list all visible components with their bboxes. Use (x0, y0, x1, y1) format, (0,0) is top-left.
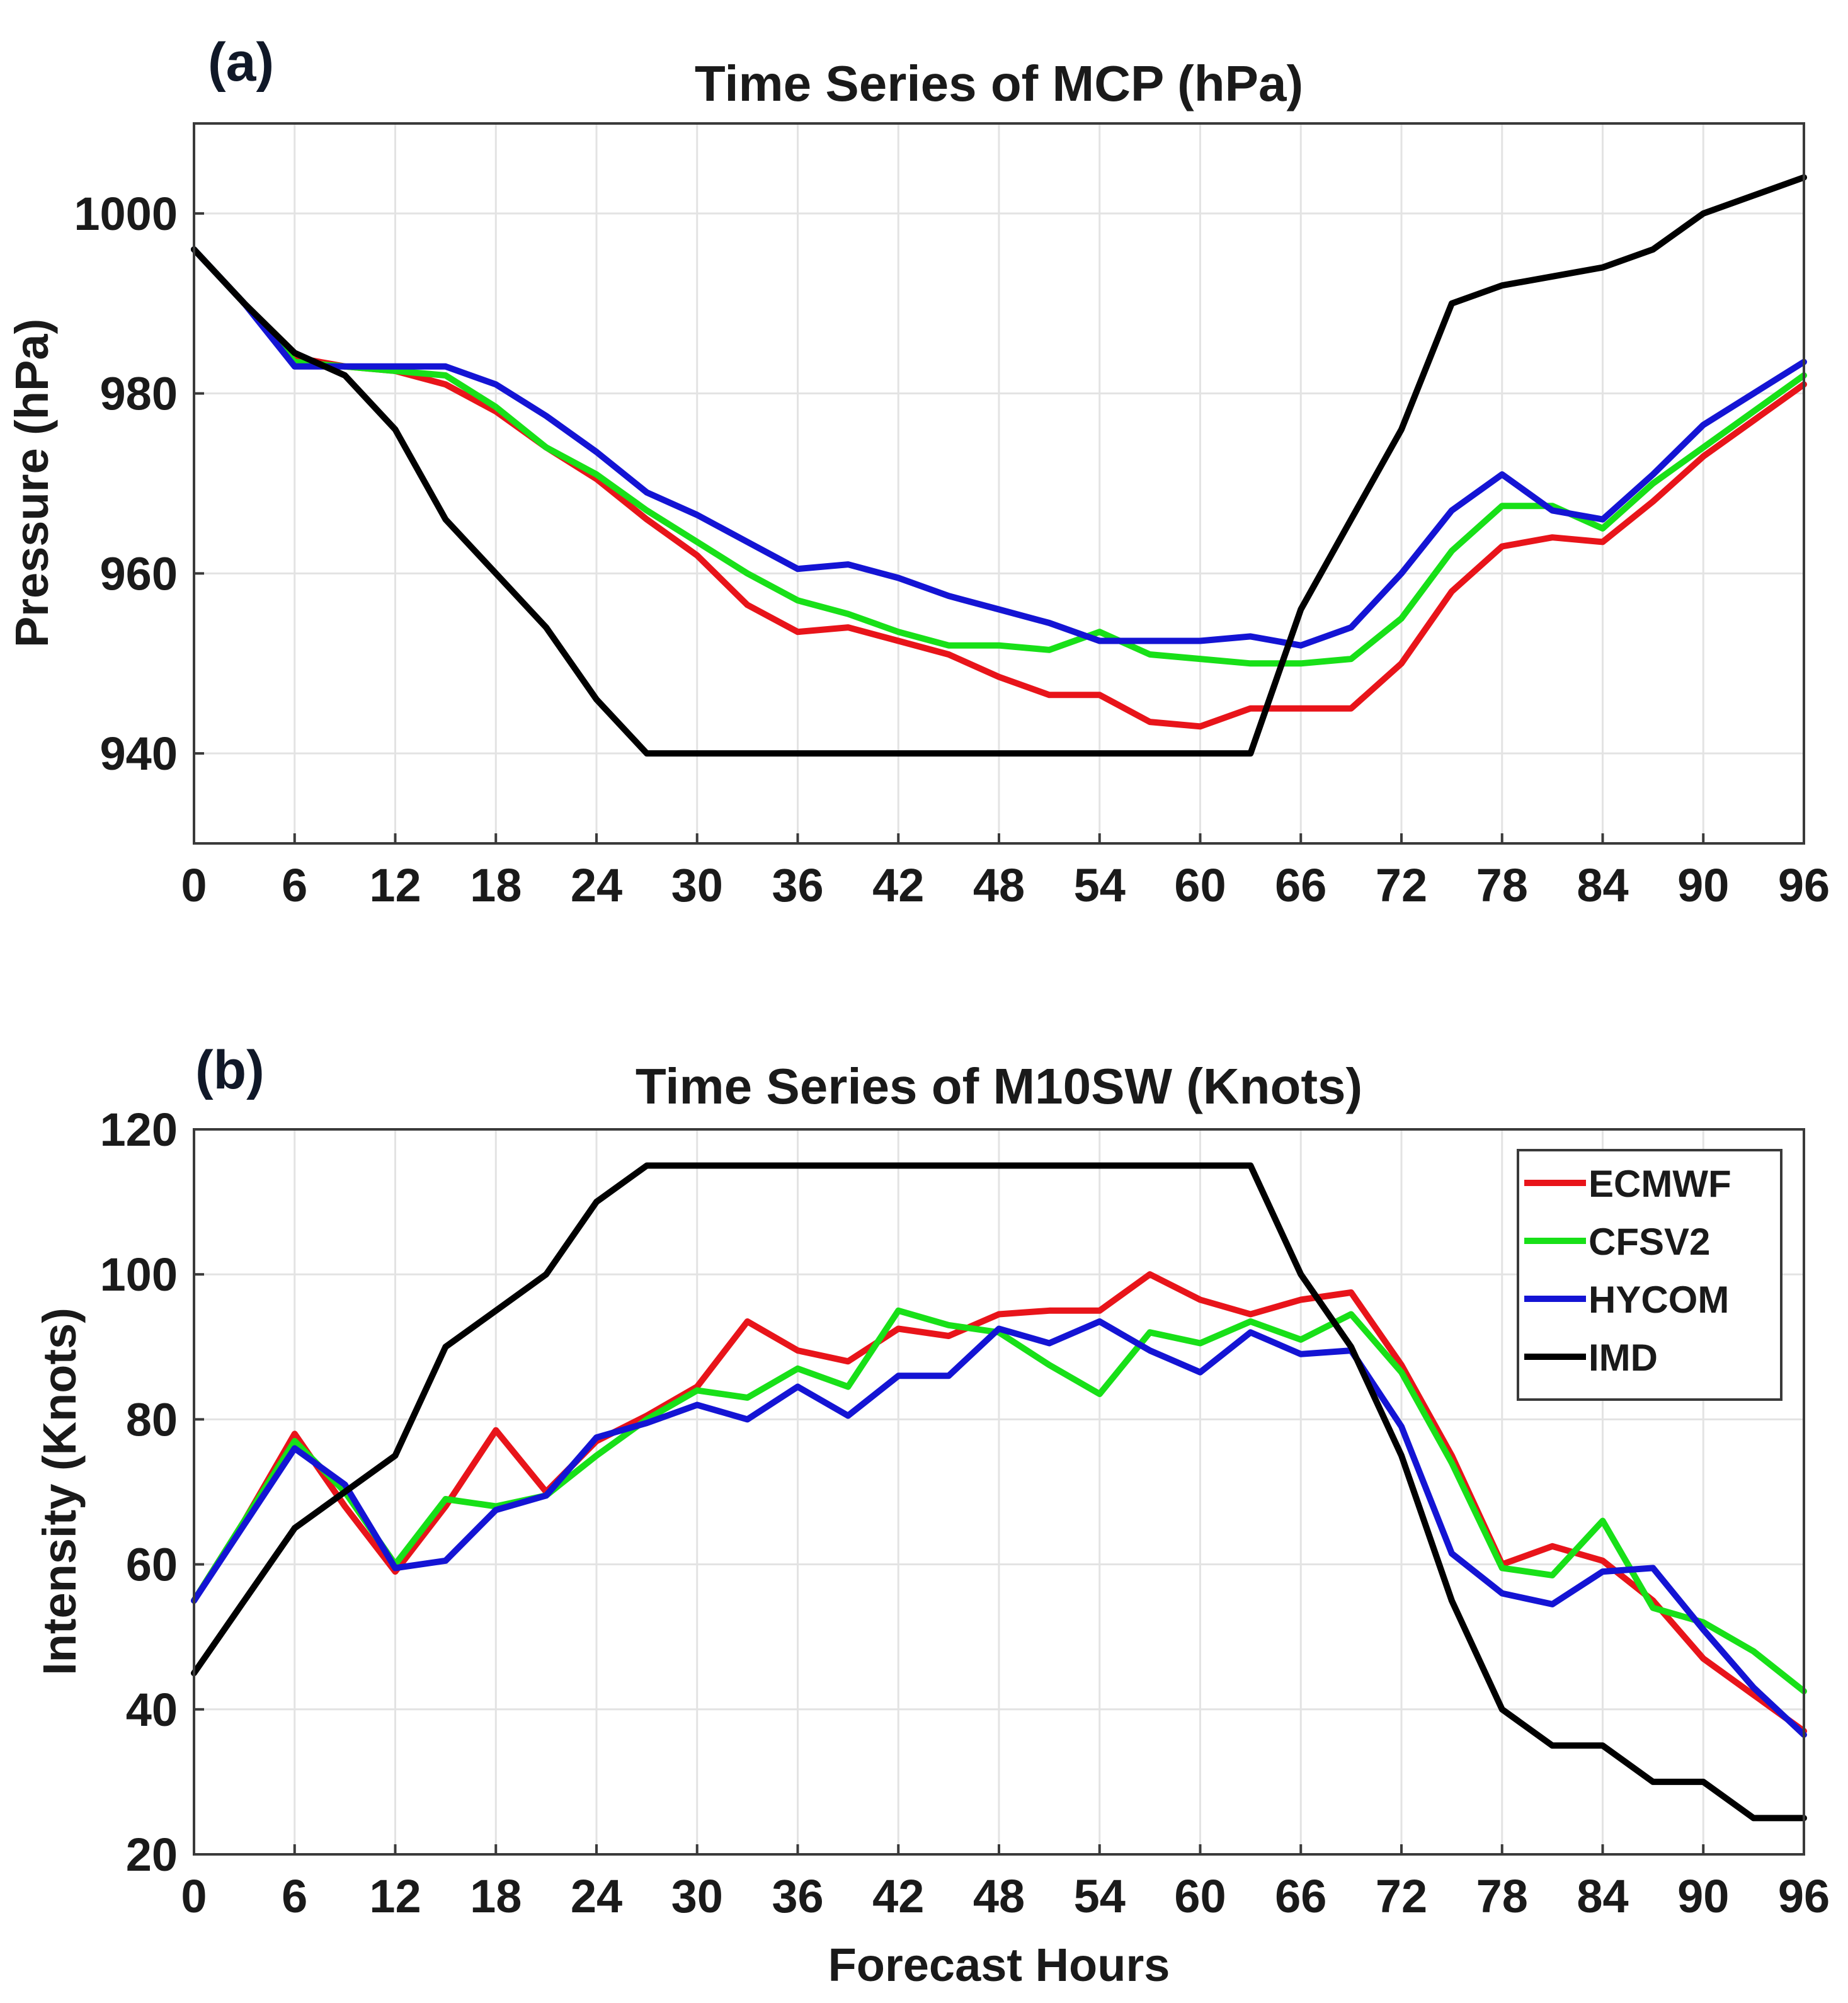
x-tick-label: 60 (1174, 1870, 1226, 1922)
panel-b-m10sw: (b) Time Series of M10SW (Knots) 0 6 12 18 2… (33, 1040, 1830, 1991)
x-tick-label: 90 (1677, 1870, 1729, 1922)
x-tick-label: 6 (282, 1870, 307, 1922)
x-tick-label: 36 (772, 859, 823, 911)
x-tick-label: 72 (1376, 859, 1427, 911)
x-tick-label: 24 (571, 1870, 622, 1922)
legend-label-ecmwf: ECMWF (1588, 1163, 1731, 1205)
x-tick-label: 78 (1476, 1870, 1528, 1922)
x-tick-label: 96 (1778, 1870, 1830, 1922)
series-line-hycom (191, 1318, 1807, 1738)
series-line-ecmwf (191, 1271, 1807, 1735)
x-tick-label: 48 (973, 1870, 1025, 1922)
y-tick-label: 980 (100, 368, 178, 420)
x-tick-label: 42 (872, 1870, 924, 1922)
panel-a-y-ticks: 940 960 980 1000 (74, 188, 204, 780)
y-tick-label: 960 (100, 547, 178, 600)
y-tick-label: 20 (126, 1829, 178, 1881)
panel-a-mcp: (a) Time Series of MCP (hPa) 0 6 12 18 24 30 3… (6, 32, 1830, 911)
x-tick-label: 54 (1074, 1870, 1126, 1922)
x-tick-label: 48 (973, 859, 1025, 911)
panel-b-y-axis-label: Intensity (Knots) (33, 1308, 86, 1675)
x-tick-label: 84 (1577, 859, 1628, 911)
y-tick-label: 80 (126, 1393, 178, 1446)
panel-a-y-axis-label: Pressure (hPa) (6, 319, 58, 648)
x-tick-label: 6 (282, 859, 307, 911)
x-tick-label: 42 (872, 859, 924, 911)
x-tick-label: 60 (1174, 859, 1226, 911)
series-line-hycom (191, 246, 1807, 649)
legend: ECMWF CFSV2 HYCOM IMD (1517, 1149, 1782, 1401)
panel-b-x-axis-label: Forecast Hours (828, 1939, 1170, 1991)
panel-a-title: Time Series of MCP (hPa) (695, 55, 1303, 111)
panel-b-series (191, 1162, 1807, 1822)
y-tick-label: 120 (100, 1104, 178, 1156)
x-tick-label: 66 (1275, 859, 1326, 911)
series-line-ecmwf (191, 246, 1807, 730)
x-tick-label: 30 (671, 1870, 723, 1922)
x-tick-label: 0 (181, 1870, 207, 1922)
y-tick-label: 60 (126, 1539, 178, 1591)
series-line-imd (191, 1162, 1807, 1822)
x-tick-label: 12 (369, 859, 421, 911)
legend-label-hycom: HYCOM (1588, 1279, 1729, 1321)
x-tick-label: 12 (369, 1870, 421, 1922)
panel-a-label: (a) (208, 32, 274, 93)
x-tick-label: 90 (1677, 859, 1729, 911)
x-tick-label: 66 (1275, 1870, 1326, 1922)
x-tick-label: 0 (181, 859, 207, 911)
series-line-imd (191, 174, 1807, 757)
panel-a-series (191, 174, 1807, 757)
x-tick-label: 36 (772, 1870, 823, 1922)
panel-a-x-ticks: 0 6 12 18 24 30 36 42 48 54 60 66 72 78 84 90 96 (181, 833, 1830, 911)
x-tick-label: 18 (470, 859, 522, 911)
series-line-cfsv2 (191, 246, 1807, 667)
y-tick-label: 940 (100, 728, 178, 780)
x-tick-label: 18 (470, 1870, 522, 1922)
legend-entries: ECMWF CFSV2 HYCOM IMD (1524, 1163, 1731, 1379)
y-tick-label: 100 (100, 1248, 178, 1301)
panel-b-label: (b) (195, 1040, 265, 1100)
x-tick-label: 84 (1577, 1870, 1628, 1922)
x-tick-label: 30 (671, 859, 723, 911)
x-tick-label: 78 (1476, 859, 1528, 911)
legend-label-imd: IMD (1588, 1337, 1658, 1379)
x-tick-label: 54 (1074, 859, 1126, 911)
x-tick-label: 96 (1778, 859, 1830, 911)
y-tick-label: 40 (126, 1684, 178, 1736)
y-tick-label: 1000 (74, 188, 178, 240)
x-tick-label: 72 (1376, 1870, 1427, 1922)
panel-b-y-ticks: 20 40 60 80 100 120 (100, 1104, 204, 1881)
x-tick-label: 24 (571, 859, 622, 911)
panel-b-title: Time Series of M10SW (Knots) (636, 1058, 1362, 1114)
legend-label-cfsv2: CFSV2 (1588, 1221, 1710, 1263)
panel-b-x-ticks: 0 6 12 18 24 30 36 42 48 54 60 66 72 78 84 90 96 (181, 1844, 1830, 1922)
